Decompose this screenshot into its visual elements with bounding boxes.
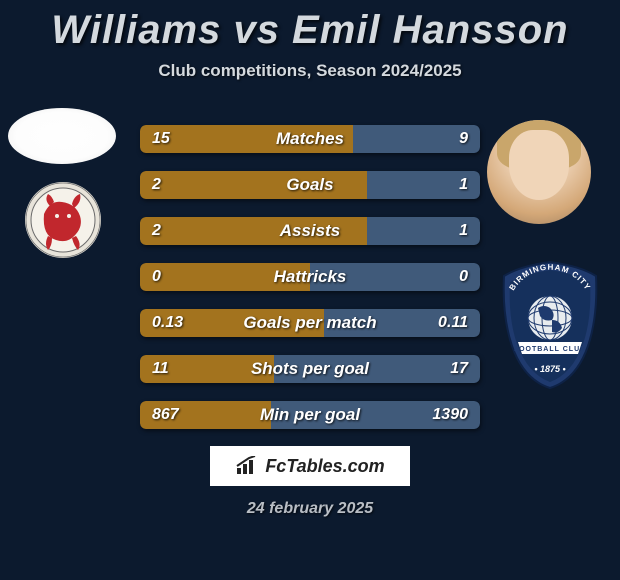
stat-label: Assists [140,217,480,245]
footer-brand-text: FcTables.com [265,456,384,477]
stat-value-left: 15 [152,125,170,153]
stat-label: Min per goal [140,401,480,429]
stat-value-left: 867 [152,401,179,429]
club-crest-left [24,176,102,264]
chart-icon [235,456,261,476]
stat-value-right: 1 [459,171,468,199]
stat-row: Hattricks0 0 [140,263,480,291]
stat-value-right: 9 [459,125,468,153]
stat-label: Goals [140,171,480,199]
stat-value-right: 17 [450,355,468,383]
stat-label: Shots per goal [140,355,480,383]
crest-right-svg: BIRMINGHAM CITY FOOTBALL CLUB • 1875 • [500,260,600,390]
player-right-photo [487,120,591,224]
stat-value-left: 0.13 [152,309,183,337]
footer-brand: FcTables.com [210,446,410,486]
stat-label: Goals per match [140,309,480,337]
stats-container: Matches159Goals21Assists21Hattricks00Goa… [140,125,480,447]
page-title: Williams vs Emil Hansson [0,0,620,53]
stat-value-left: 0 [152,263,161,291]
stat-value-left: 2 [152,217,161,245]
svg-text:FOOTBALL CLUB: FOOTBALL CLUB [514,346,586,353]
player-face [509,130,569,200]
club-crest-right: BIRMINGHAM CITY FOOTBALL CLUB • 1875 • [500,260,600,390]
svg-text:• 1875 •: • 1875 • [534,364,565,374]
stat-label: Hattricks [140,263,480,291]
crest-left-svg [24,176,102,264]
stat-value-right: 1 [459,217,468,245]
stat-value-left: 2 [152,171,161,199]
stat-value-right: 1390 [432,401,468,429]
page-subtitle: Club competitions, Season 2024/2025 [0,61,620,81]
stat-row: Shots per goal11 17 [140,355,480,383]
footer-date: 24 february 2025 [0,500,620,518]
stat-value-left: 11 [152,355,169,383]
stat-row: Matches15 9 [140,125,480,153]
stat-label: Matches [140,125,480,153]
stat-row: Min per goal867 1390 [140,401,480,429]
stat-row: Goals per match0.13 0.11 [140,309,480,337]
stat-row: Assists2 1 [140,217,480,245]
stat-value-right: 0.11 [438,309,468,337]
stat-value-right: 0 [459,263,468,291]
player-left-photo [8,108,116,164]
stat-row: Goals2 1 [140,171,480,199]
